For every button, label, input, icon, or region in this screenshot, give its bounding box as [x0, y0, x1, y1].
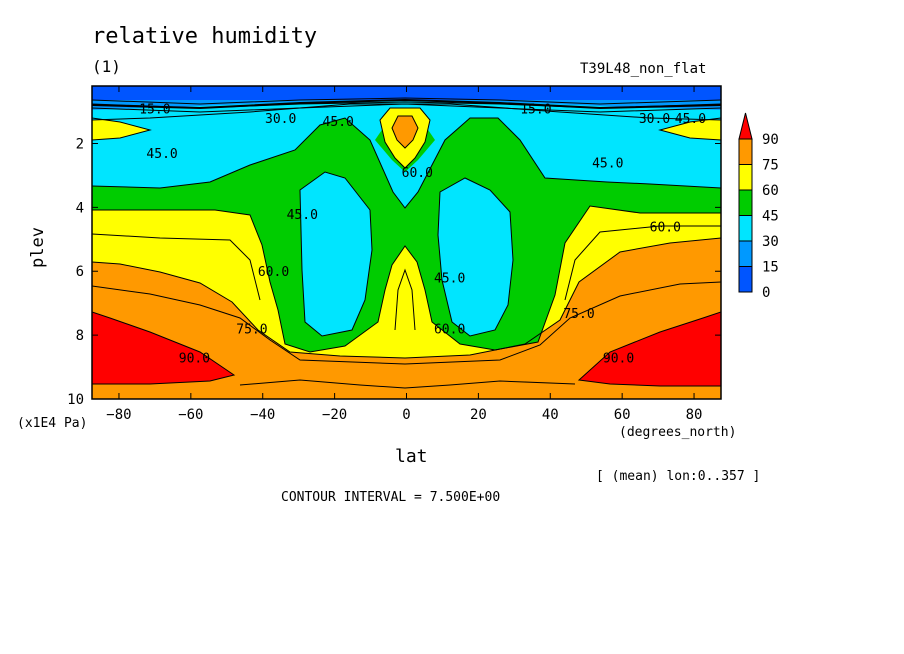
contour-label: 15.0 [520, 102, 551, 117]
contour-label: 60.0 [402, 166, 433, 181]
chart-title: relative humidity [92, 24, 318, 49]
contour-line [391, 115, 419, 149]
contour-line [577, 311, 721, 387]
colorbar-box [738, 189, 753, 216]
colorbar-label: 75 [762, 158, 779, 174]
contour-label: 45.0 [146, 147, 177, 162]
contour-label: 30.0 [639, 112, 670, 127]
colorbar: 0 15 30 45 60 75 90 [738, 112, 779, 301]
colorbar-label: 30 [762, 234, 779, 250]
contour-label: 60.0 [258, 265, 289, 280]
plot-area: 15.0 30.0 45.0 45.0 45.0 60.0 60.0 75.0 90.0 15.0… [92, 86, 721, 399]
x-axis-label: lat [395, 446, 428, 467]
x-tick-label: −60 [178, 407, 203, 423]
colorbar-label: 60 [762, 183, 779, 199]
contour-line [92, 117, 152, 141]
x-tick-label: 40 [542, 407, 559, 423]
band-fill-orange-equator [392, 116, 418, 148]
run-name: T39L48_non_flat [580, 61, 707, 77]
contour-label: 60.0 [434, 323, 465, 338]
band-fill-red-north [579, 312, 721, 386]
colorbar-label: 45 [762, 209, 779, 225]
colorbar-box [738, 240, 753, 267]
x-tick-label: 0 [402, 407, 410, 423]
colorbar-triangle [738, 112, 753, 140]
y-tick-label: 6 [76, 264, 84, 280]
contour-label: 60.0 [650, 221, 681, 236]
colorbar-label: 0 [762, 285, 770, 301]
band-fill-top-mid-blue [92, 98, 721, 110]
y-tick-label: 8 [76, 328, 84, 344]
colorbar-box [738, 138, 753, 165]
x-tick-label: 60 [614, 407, 631, 423]
contour-line-thick [92, 98, 721, 110]
contour-label: 45.0 [434, 272, 465, 287]
contour-line [92, 117, 721, 209]
contour-labels: 15.0 30.0 45.0 45.0 45.0 60.0 60.0 75.0 90.0 15.0… [139, 102, 706, 366]
y-axis-ticks: 2 4 6 8 10 [67, 136, 721, 408]
contour-line [394, 268, 416, 331]
contour-line [239, 379, 576, 389]
band-fill-cyan-south-tongue [300, 172, 372, 336]
band-fill-yellow-north-pole-top [660, 118, 721, 140]
contour-line [92, 205, 721, 353]
contour-label: 45.0 [287, 208, 318, 223]
band-fill-yellow-south-pole-top [92, 118, 150, 140]
contour-line [92, 97, 721, 105]
contour-line [92, 233, 261, 301]
contour-interval-note: CONTOUR INTERVAL = 7.500E+00 [281, 490, 501, 505]
contour-line [299, 171, 373, 337]
colorbar-box [738, 266, 753, 293]
x-tick-label: 20 [470, 407, 487, 423]
contour-line [564, 225, 721, 301]
contour-label: 90.0 [179, 351, 210, 366]
colorbar-box [738, 215, 753, 242]
contour-line [92, 103, 721, 121]
contour-label: 75.0 [563, 307, 594, 322]
mean-annotation: [ (mean) lon:0..357 ] [596, 469, 761, 484]
contour-line [437, 177, 514, 337]
band-fill-red-south [92, 312, 234, 384]
contour-label: 90.0 [603, 351, 634, 366]
contour-line [92, 311, 236, 385]
contour-line [92, 281, 721, 365]
colorbar-box [738, 164, 753, 191]
x-tick-label: −40 [250, 407, 275, 423]
chart-subtitle: (1) [92, 57, 121, 76]
x-tick-label: −80 [106, 407, 131, 423]
colorbar-label: 90 [762, 132, 779, 148]
y-tick-label: 2 [76, 136, 84, 152]
contour-label: 75.0 [236, 323, 267, 338]
band-fill-cyan-north-tongue [438, 178, 513, 336]
y-tick-label: 10 [67, 392, 84, 408]
y-axis-unit: (x1E4 Pa) [17, 416, 88, 431]
x-axis-unit: (degrees_north) [619, 425, 737, 440]
band-fill-top-blue [92, 86, 721, 100]
x-axis-ticks: −80 −60 −40 −20 0 20 40 60 80 [106, 86, 702, 423]
x-tick-label: 80 [686, 407, 703, 423]
x-tick-label: −20 [322, 407, 347, 423]
y-tick-label: 4 [76, 200, 84, 216]
contour-label: 15.0 [139, 102, 170, 117]
contour-line [379, 107, 431, 169]
contour-label: 45.0 [592, 157, 623, 172]
colorbar-label: 15 [762, 260, 779, 276]
band-fill-top-cyan [92, 104, 721, 120]
contour-line [92, 237, 721, 359]
contour-line [658, 117, 721, 141]
contour-label: 30.0 [265, 112, 296, 127]
contour-label: 45.0 [675, 112, 706, 127]
contour-label: 45.0 [323, 115, 354, 130]
